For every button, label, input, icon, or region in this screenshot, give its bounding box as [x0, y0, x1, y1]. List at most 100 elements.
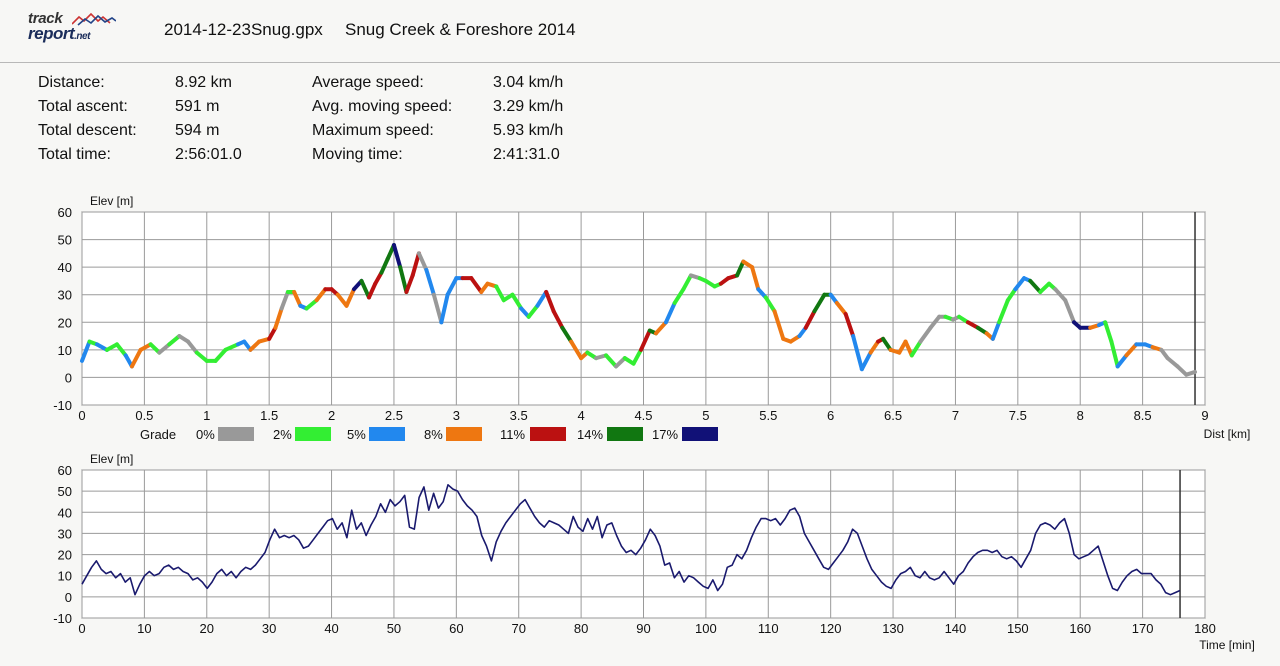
elevation-distance-chart: 0 0.5 1 1.5 2 2.5 3 3.5 4 4.5 5 5.5 6 6.5 7 7.5 8 8.5 9 60 5…	[53, 194, 1251, 442]
x-tick-label: 0.5	[135, 408, 153, 423]
stat-avg-moving-speed-label: Avg. moving speed:	[312, 98, 453, 115]
y-tick-label: 40	[58, 260, 72, 275]
stat-descent-value: 594 m	[175, 122, 220, 139]
grade-segment	[1038, 281, 1052, 294]
x-tick-label: 120	[820, 621, 842, 636]
legend-swatch	[530, 427, 566, 441]
grade-segment	[544, 289, 556, 314]
x-tick-label: 6.5	[884, 408, 902, 423]
y-axis-label: Elev [m]	[90, 452, 133, 466]
grade-segment	[918, 325, 933, 344]
grade-segment	[194, 350, 209, 363]
x-tick-label: 2.5	[385, 408, 403, 423]
grade-segment	[279, 289, 290, 311]
stat-total-time-value: 2:56:01.0	[175, 146, 242, 163]
y-tick-label: 0	[65, 590, 72, 605]
y-tick-label: 60	[58, 463, 72, 478]
grade-segment	[772, 309, 786, 341]
y-tick-label: 30	[58, 288, 72, 303]
stat-total-time-label: Total time:	[38, 146, 111, 163]
legend-swatch	[607, 427, 643, 441]
legend-label: 0%	[196, 427, 215, 442]
grade-segment	[114, 342, 128, 358]
y-tick-label: 20	[58, 548, 72, 563]
grade-segment	[439, 292, 450, 325]
x-tick-label: 50	[387, 621, 401, 636]
grade-segment	[157, 342, 172, 355]
grade-segment	[812, 292, 827, 314]
x-tick-label: 2	[328, 408, 335, 423]
grade-segment	[851, 334, 864, 372]
grade-segment	[928, 314, 942, 330]
x-tick-label: 180	[1194, 621, 1216, 636]
grade-segment	[373, 270, 384, 286]
x-tick-label: 5	[702, 408, 709, 423]
grade-segment	[292, 289, 303, 308]
stats-panel: Distance: 8.92 km Total ascent: 591 m To…	[0, 70, 1280, 170]
x-tick-label: 130	[882, 621, 904, 636]
x-tick-label: 160	[1069, 621, 1091, 636]
grade-segment	[424, 267, 436, 297]
x-tick-label: 4	[577, 408, 584, 423]
x-tick-label: 3.5	[510, 408, 528, 423]
x-tick-label: 0	[78, 408, 85, 423]
grade-segment	[366, 281, 378, 300]
x-tick-label: 9	[1201, 408, 1208, 423]
grade-segment	[526, 303, 540, 319]
grade-segment	[859, 350, 873, 372]
x-axis-label: Dist [km]	[1204, 427, 1251, 441]
legend-label: 11%	[500, 427, 525, 442]
grade-segment	[1053, 287, 1068, 303]
grade-segment	[167, 334, 182, 347]
grade-segment	[631, 347, 644, 366]
grade-segment	[1103, 320, 1114, 344]
legend-label: 2%	[273, 427, 292, 442]
stat-distance-value: 8.92 km	[175, 74, 232, 91]
x-tick-label: 140	[945, 621, 967, 636]
grade-segment	[1165, 356, 1180, 369]
grade-segment	[314, 287, 328, 303]
grade-segment	[560, 325, 574, 344]
x-tick-label: 170	[1132, 621, 1154, 636]
x-tick-label: 1.5	[260, 408, 278, 423]
grade-segment	[267, 325, 278, 341]
grade-segment	[803, 309, 817, 330]
grade-segment	[410, 251, 421, 278]
grade-segment	[223, 342, 240, 352]
x-tick-label: 40	[324, 621, 338, 636]
legend-label: 8%	[424, 427, 443, 442]
stat-moving-time-label: Moving time:	[312, 146, 403, 163]
grade-segment	[569, 339, 584, 361]
grade-segment	[186, 339, 199, 355]
file-name: 2014-12-23Snug.gpx	[164, 20, 323, 39]
grade-segment	[304, 298, 319, 311]
stat-max-speed-value: 5.93 km/h	[493, 122, 564, 139]
grade-segment	[1124, 342, 1139, 358]
grade-segment	[639, 328, 652, 352]
grade-segment	[416, 251, 429, 272]
stat-distance-label: Distance:	[38, 74, 105, 91]
x-tick-label: 100	[695, 621, 717, 636]
y-tick-label: 0	[65, 370, 72, 385]
x-tick-label: 0	[78, 621, 85, 636]
grade-segment	[445, 276, 459, 297]
x-tick-label: 70	[511, 621, 525, 636]
grade-segment	[335, 292, 349, 308]
grade-segment	[398, 265, 409, 294]
x-tick-label: 7.5	[1009, 408, 1027, 423]
x-tick-label: 10	[137, 621, 151, 636]
x-tick-label: 8.5	[1134, 408, 1152, 423]
stat-ascent-value: 591 m	[175, 98, 220, 115]
grade-segment	[1013, 276, 1027, 292]
header: track report.net 2014-12-23Snug.gpx Snug…	[0, 0, 1280, 63]
grade-segment	[213, 347, 228, 363]
grade-segment	[273, 306, 284, 330]
mountains-icon	[72, 12, 116, 26]
grade-segment	[551, 309, 565, 330]
grade-segment	[750, 265, 761, 292]
logo-track-text: track	[28, 10, 63, 27]
stat-moving-time-value: 2:41:31.0	[493, 146, 560, 163]
grade-segment	[359, 278, 371, 300]
trackreport-logo[interactable]: track report.net	[28, 8, 128, 44]
grade-segment	[80, 339, 92, 363]
